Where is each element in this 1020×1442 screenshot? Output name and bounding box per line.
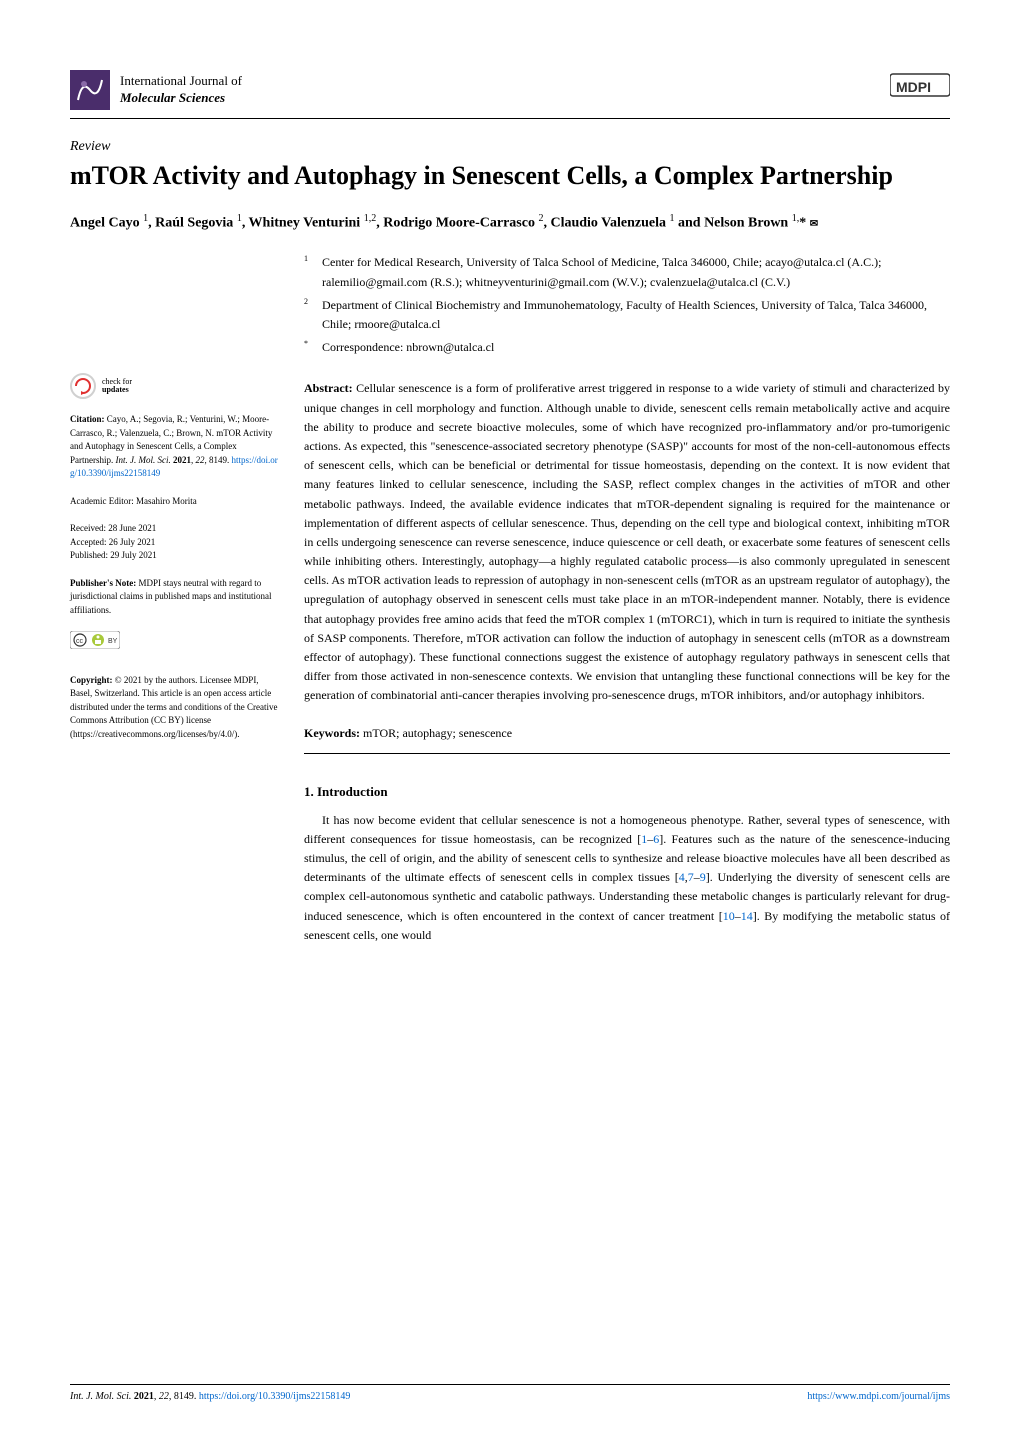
citation-label: Citation:	[70, 414, 105, 424]
affiliation-row: * Correspondence: nbrown@utalca.cl	[304, 338, 950, 357]
journal-name-line1: International Journal of	[120, 73, 242, 90]
affiliation-row: 1 Center for Medical Research, Universit…	[304, 253, 950, 291]
cc-by-icon: cc BY	[70, 631, 120, 649]
page-header: International Journal of Molecular Scien…	[70, 70, 950, 119]
ref-link[interactable]: 4	[679, 870, 685, 884]
affil-num: 1	[304, 253, 316, 291]
keywords-text: mTOR; autophagy; senescence	[363, 726, 512, 740]
footer-right-link[interactable]: https://www.mdpi.com/journal/ijms	[807, 1391, 950, 1402]
affil-num: 2	[304, 296, 316, 334]
keywords-block: Keywords: mTOR; autophagy; senescence	[304, 724, 950, 754]
journal-brand: International Journal of Molecular Scien…	[70, 70, 242, 110]
accepted-date: Accepted: 26 July 2021	[70, 536, 280, 550]
affil-text: Department of Clinical Biochemistry and …	[322, 296, 950, 334]
svg-text:cc: cc	[76, 638, 84, 645]
ref-link[interactable]: 6	[653, 832, 659, 846]
affil-text: Correspondence: nbrown@utalca.cl	[322, 338, 950, 357]
footer-doi-link[interactable]: https://doi.org/10.3390/ijms22158149	[199, 1391, 351, 1402]
ref-link[interactable]: 9	[700, 870, 706, 884]
sidebar: check forupdates Citation: Cayo, A.; Seg…	[70, 253, 280, 944]
ref-link[interactable]: 10	[723, 909, 735, 923]
check-updates-widget[interactable]: check forupdates	[70, 373, 280, 399]
journal-name-line2: Molecular Sciences	[120, 90, 242, 107]
check-updates-label: check forupdates	[102, 378, 132, 396]
journal-logo-icon	[70, 70, 110, 110]
abstract-label: Abstract:	[304, 381, 353, 395]
ref-link[interactable]: 7	[688, 870, 694, 884]
keywords-label: Keywords:	[304, 726, 360, 740]
affiliation-row: 2 Department of Clinical Biochemistry an…	[304, 296, 950, 334]
ref-link[interactable]: 14	[741, 909, 753, 923]
svg-text:BY: BY	[108, 638, 118, 645]
copyright-block: Copyright: © 2021 by the authors. Licens…	[70, 674, 280, 742]
mdpi-logo-icon: MDPI	[890, 70, 950, 100]
abstract-block: Abstract: Cellular senescence is a form …	[304, 379, 950, 705]
ref-link[interactable]: 1	[641, 832, 647, 846]
abstract-text: Cellular senescence is a form of prolife…	[304, 381, 950, 702]
journal-name: International Journal of Molecular Scien…	[120, 73, 242, 107]
copyright-label: Copyright:	[70, 675, 113, 685]
dates-block: Received: 28 June 2021 Accepted: 26 July…	[70, 522, 280, 563]
author-list: Angel Cayo 1, Raúl Segovia 1, Whitney Ve…	[70, 211, 950, 234]
section-heading: 1. Introduction	[304, 782, 950, 803]
page-footer: Int. J. Mol. Sci. 2021, 22, 8149. https:…	[70, 1384, 950, 1402]
check-updates-icon	[70, 373, 96, 399]
article-type: Review	[70, 139, 950, 155]
published-date: Published: 29 July 2021	[70, 549, 280, 563]
affil-num: *	[304, 338, 316, 357]
publisher-note: Publisher's Note: MDPI stays neutral wit…	[70, 577, 280, 618]
editor-block: Academic Editor: Masahiro Morita	[70, 495, 280, 509]
affil-text: Center for Medical Research, University …	[322, 253, 950, 291]
cc-block: cc BY	[70, 631, 280, 660]
svg-text:MDPI: MDPI	[896, 79, 931, 95]
article-title: mTOR Activity and Autophagy in Senescent…	[70, 159, 950, 193]
main-column: 1 Center for Medical Research, Universit…	[304, 253, 950, 944]
intro-paragraph: It has now become evident that cellular …	[304, 811, 950, 945]
citation-block: Citation: Cayo, A.; Segovia, R.; Venturi…	[70, 413, 280, 481]
footer-left: Int. J. Mol. Sci. 2021, 22, 8149. https:…	[70, 1391, 350, 1402]
note-label: Publisher's Note:	[70, 578, 136, 588]
envelope-icon: ✉	[810, 218, 818, 229]
received-date: Received: 28 June 2021	[70, 522, 280, 536]
